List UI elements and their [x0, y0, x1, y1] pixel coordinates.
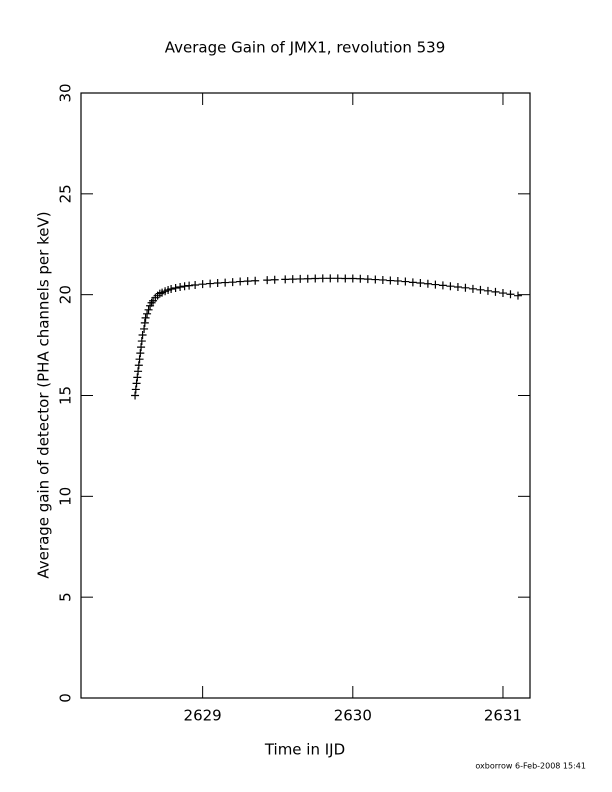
- point: [236, 277, 245, 286]
- point: [133, 373, 142, 382]
- plot-frame: [80, 92, 531, 699]
- point: [288, 275, 297, 284]
- point: [221, 278, 230, 287]
- y-tick-label: 15: [57, 386, 75, 405]
- point: [311, 274, 320, 283]
- point: [326, 274, 335, 283]
- point: [206, 279, 215, 288]
- point: [401, 277, 410, 286]
- point: [134, 361, 143, 370]
- point: [416, 278, 425, 287]
- point: [180, 282, 189, 291]
- y-tick-label: 20: [57, 285, 75, 304]
- point: [143, 309, 152, 318]
- point: [386, 276, 395, 285]
- point: [137, 337, 146, 346]
- point: [461, 283, 470, 292]
- point: [144, 305, 153, 314]
- y-tick-label: 30: [57, 83, 75, 102]
- point: [132, 379, 141, 388]
- point: [251, 276, 260, 285]
- point: [333, 274, 342, 283]
- x-tick-label: 2630: [334, 707, 372, 725]
- point: [423, 279, 432, 288]
- point: [270, 275, 279, 284]
- point: [348, 274, 357, 283]
- point: [281, 275, 290, 284]
- point: [371, 275, 380, 284]
- point: [135, 355, 144, 364]
- chart-title: Average Gain of JMX1, revolution 539: [165, 39, 446, 57]
- point: [468, 284, 477, 293]
- point: [141, 313, 150, 322]
- point: [191, 280, 200, 289]
- point: [176, 283, 185, 292]
- point: [506, 290, 515, 299]
- point: [378, 275, 387, 284]
- y-tick-label: 0: [57, 693, 75, 703]
- point: [185, 281, 194, 290]
- y-tick-label: 5: [57, 592, 75, 602]
- point: [318, 274, 327, 283]
- x-tick-label: 2631: [484, 707, 522, 725]
- point: [198, 280, 207, 289]
- point: [131, 391, 140, 400]
- point: [167, 285, 176, 294]
- point: [476, 285, 485, 294]
- point: [213, 278, 222, 287]
- footer: oxborrow 6-Feb-2008 15:41: [475, 762, 586, 771]
- point: [446, 282, 455, 291]
- x-axis-label: Time in IJD: [264, 741, 345, 759]
- point: [171, 284, 180, 293]
- point: [228, 278, 237, 287]
- point: [491, 287, 500, 296]
- point: [134, 367, 143, 376]
- point: [131, 385, 140, 394]
- y-axis-label: Average gain of detector (PHA channels p…: [35, 211, 53, 578]
- point: [483, 286, 492, 295]
- point: [453, 283, 462, 292]
- point: [408, 278, 417, 287]
- x-tick-label: 2629: [184, 707, 222, 725]
- point: [136, 349, 145, 358]
- point: [296, 274, 305, 283]
- point: [431, 280, 440, 289]
- y-tick-label: 10: [57, 487, 75, 506]
- point: [363, 275, 372, 284]
- point: [147, 298, 156, 307]
- point: [140, 324, 149, 333]
- point: [138, 331, 147, 339]
- point: [438, 281, 447, 290]
- point: [243, 277, 252, 286]
- point: [393, 276, 402, 285]
- point: [303, 274, 312, 283]
- point: [137, 343, 146, 352]
- point: [498, 289, 507, 298]
- point: [341, 274, 350, 283]
- point: [263, 276, 272, 285]
- point: [356, 274, 365, 283]
- point: [513, 291, 522, 300]
- point: [140, 318, 149, 327]
- y-tick-label: 25: [57, 184, 75, 203]
